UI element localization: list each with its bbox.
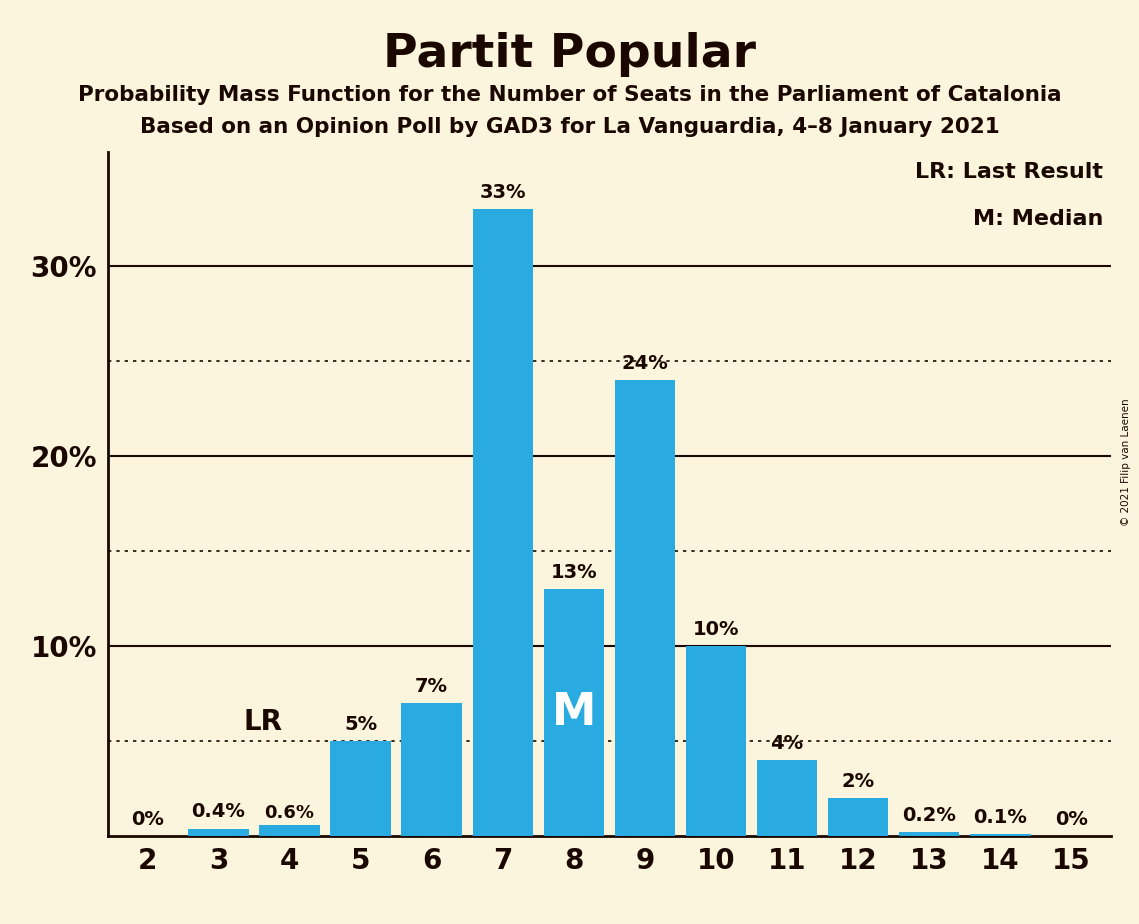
Text: M: M <box>551 691 596 735</box>
Bar <box>330 741 391 836</box>
Bar <box>188 829 248 836</box>
Text: 0%: 0% <box>131 809 164 829</box>
Text: 0.6%: 0.6% <box>264 804 314 822</box>
Text: © 2021 Filip van Laenen: © 2021 Filip van Laenen <box>1121 398 1131 526</box>
Bar <box>686 646 746 836</box>
Text: LR: Last Result: LR: Last Result <box>916 162 1104 182</box>
Text: 0.2%: 0.2% <box>902 806 957 825</box>
Bar <box>970 834 1031 836</box>
Text: Probability Mass Function for the Number of Seats in the Parliament of Catalonia: Probability Mass Function for the Number… <box>77 85 1062 105</box>
Bar <box>401 703 461 836</box>
Text: 2%: 2% <box>842 772 875 791</box>
Bar <box>899 833 959 836</box>
Text: 0.4%: 0.4% <box>191 802 245 821</box>
Text: 13%: 13% <box>550 563 597 582</box>
Text: Based on an Opinion Poll by GAD3 for La Vanguardia, 4–8 January 2021: Based on an Opinion Poll by GAD3 for La … <box>140 117 999 138</box>
Text: LR: LR <box>244 708 282 736</box>
Text: 33%: 33% <box>480 183 526 201</box>
Text: 4%: 4% <box>770 734 804 753</box>
Bar <box>473 210 533 836</box>
Text: 0.1%: 0.1% <box>974 808 1027 827</box>
Bar <box>615 381 675 836</box>
Text: 5%: 5% <box>344 714 377 734</box>
Text: 24%: 24% <box>622 354 669 372</box>
Text: 7%: 7% <box>415 676 448 696</box>
Bar <box>543 590 604 836</box>
Text: 0%: 0% <box>1055 809 1088 829</box>
Text: 10%: 10% <box>693 620 739 638</box>
Text: Partit Popular: Partit Popular <box>383 32 756 78</box>
Bar <box>828 798 888 836</box>
Bar <box>757 760 818 836</box>
Text: M: Median: M: Median <box>973 210 1104 229</box>
Bar <box>260 825 320 836</box>
